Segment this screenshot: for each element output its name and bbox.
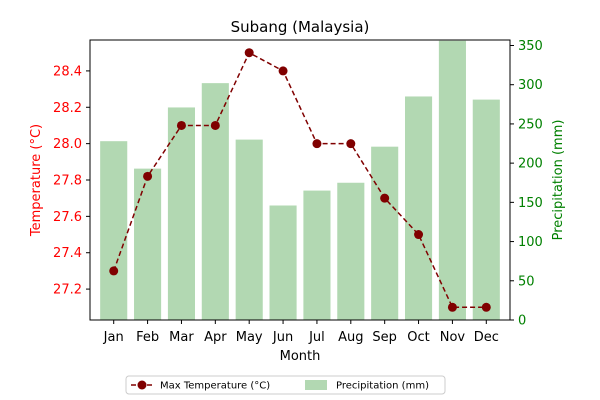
temperature-point-feb [143,171,153,181]
left-tick-label: 27.8 [53,174,82,189]
right-tick-label: 250 [518,117,543,132]
temperature-point-sep [380,193,390,203]
temperature-point-mar [176,120,186,130]
temperature-point-oct [414,230,424,240]
temperature-point-nov [447,302,457,312]
left-tick-label: 27.2 [53,283,82,298]
precipitation-bars [100,40,500,320]
x-tick-label: Mar [169,330,194,345]
precipitation-bar-nov [438,40,466,320]
temperature-point-aug [346,139,356,149]
x-tick-label: Sep [372,330,397,345]
temperature-line-path [113,51,487,309]
left-tick-label: 27.6 [53,210,82,225]
chart-title: Subang (Malaysia) [231,18,370,36]
right-tick-label: 300 [518,78,543,93]
precipitation-bar-mar [167,107,195,320]
left-tick-label: 28.0 [53,137,82,152]
x-tick-label: Apr [204,330,227,345]
precipitation-bar-oct [405,96,433,320]
legend-label-temperature: Max Temperature (°C) [160,381,270,392]
precipitation-bar-apr [201,83,229,320]
left-tick-label: 27.4 [53,246,82,261]
precipitation-bar-aug [337,182,365,320]
temperature-point-jul [312,139,322,149]
x-tick-label: Aug [338,330,363,345]
legend-label-precipitation: Precipitation (mm) [336,381,429,392]
right-tick-label: 350 [518,39,543,54]
legend-frame [125,375,446,395]
precipitation-bar-jul [303,190,331,320]
x-tick-label: Dec [474,330,499,345]
left-tick-label: 28.4 [53,64,82,79]
temperature-point-jun [278,66,288,76]
left-y-axis-label: Temperature (°C) [29,124,44,237]
left-tick-label: 28.2 [53,101,82,116]
x-tick-label: May [236,330,263,345]
precipitation-bar-sep [371,146,399,320]
precipitation-bar-jun [269,205,297,320]
temperature-point-may [244,48,254,58]
legend: Max Temperature (°C) Precipitation (mm) [125,375,446,395]
right-tick-label: 0 [518,314,526,329]
right-tick-label: 150 [518,196,543,211]
precipitation-bar-jan [100,141,128,320]
precipitation-bar-dec [472,99,500,320]
right-y-axis-label: Precipitation (mm) [551,120,566,241]
temperature-point-jan [109,266,119,276]
right-tick-label: 100 [518,235,543,250]
right-tick-label: 50 [518,274,535,289]
temperature-point-dec [481,302,491,312]
x-axis: Jan Feb Mar Apr May Jun Jul Aug Sep Oct Nov Dec [103,320,499,345]
x-tick-label: Oct [407,330,429,345]
right-tick-label: 200 [518,157,543,172]
legend-marker-swatch [137,380,147,390]
x-tick-label: Jun [272,330,293,345]
precipitation-bar-feb [134,168,162,320]
temperature-line [109,48,491,312]
legend-bar-swatch [305,380,327,390]
precipitation-bar-may [235,139,263,320]
x-tick-label: Jan [103,330,124,345]
right-y-axis: 0 50 100 150 200 250 300 350 [510,39,543,329]
x-tick-label: Nov [440,330,466,345]
x-axis-label: Month [280,349,321,364]
x-tick-label: Feb [136,330,159,345]
temperature-point-apr [210,120,220,130]
left-y-axis: 27.2 27.4 27.6 27.8 28.0 28.2 28.4 [53,64,90,298]
x-tick-label: Jul [308,330,325,345]
